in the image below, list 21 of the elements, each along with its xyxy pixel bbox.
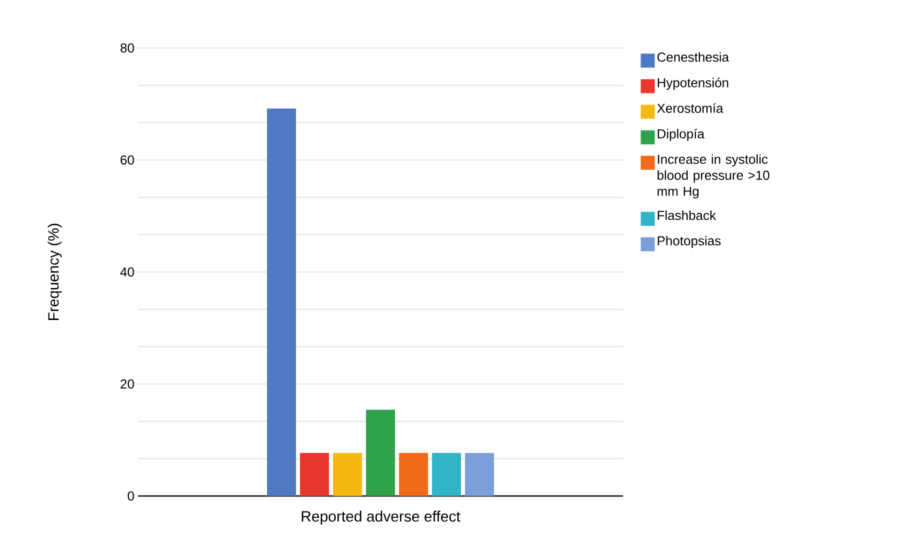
y-tick-label: 0 [128, 491, 134, 501]
bar [399, 452, 428, 496]
y-axis-title: Frequency (%) [48, 224, 62, 320]
bar [432, 452, 462, 496]
y-tick-label: 80 [120, 43, 134, 53]
legend-label: Diplopía [658, 128, 704, 142]
legend-label: Hypotensión [658, 78, 728, 90]
legend-label: Flashback [658, 210, 716, 220]
y-tick-label: 20 [120, 379, 134, 389]
legend-label: Xerostomía [657, 103, 724, 113]
bar [465, 452, 494, 496]
legend-label: Photopsias [658, 236, 721, 248]
x-axis-title: Reported adverse effect [302, 510, 460, 525]
bar [333, 452, 362, 496]
legend-label: Increase in systolic blood pressure >10 mm Hg [658, 154, 770, 198]
y-tick-label: 40 [120, 267, 134, 277]
y-tick-label: 60 [120, 155, 134, 165]
bar [300, 452, 330, 496]
bar [366, 410, 396, 496]
legend-label: Cenesthesia [657, 52, 730, 62]
bar [267, 108, 296, 496]
